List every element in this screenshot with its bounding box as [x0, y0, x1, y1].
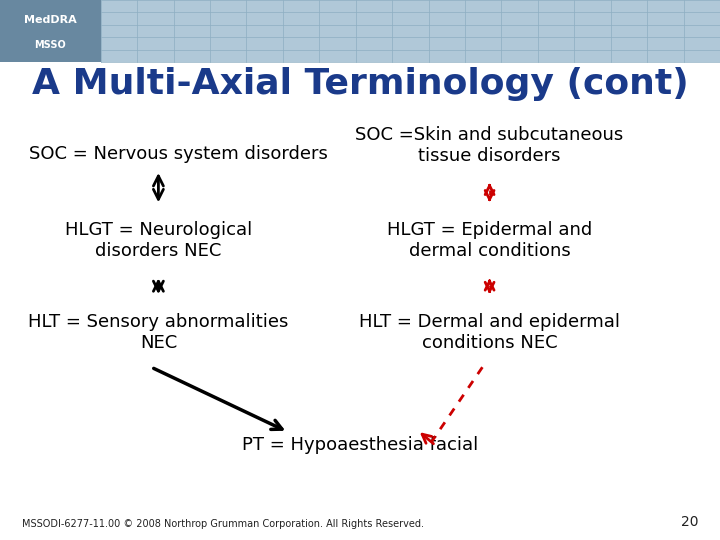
- Text: MedDRA: MedDRA: [24, 15, 77, 25]
- Text: HLGT = Epidermal and
dermal conditions: HLGT = Epidermal and dermal conditions: [387, 221, 593, 260]
- Text: SOC = Nervous system disorders: SOC = Nervous system disorders: [29, 145, 328, 163]
- Text: HLT = Dermal and epidermal
conditions NEC: HLT = Dermal and epidermal conditions NE…: [359, 313, 620, 352]
- Text: HLT = Sensory abnormalities
NEC: HLT = Sensory abnormalities NEC: [28, 313, 289, 352]
- Text: 20: 20: [681, 515, 698, 529]
- Text: HLGT = Neurological
disorders NEC: HLGT = Neurological disorders NEC: [65, 221, 252, 260]
- Text: SOC =Skin and subcutaneous
tissue disorders: SOC =Skin and subcutaneous tissue disord…: [356, 126, 624, 165]
- Text: MSSO: MSSO: [35, 40, 66, 50]
- Bar: [0, 0, 101, 62]
- Bar: [0, 0, 720, 62]
- Text: MSSODI-6277-11.00 © 2008 Northrop Grumman Corporation. All Rights Reserved.: MSSODI-6277-11.00 © 2008 Northrop Grumma…: [22, 519, 423, 529]
- Text: A Multi-Axial Terminology (cont): A Multi-Axial Terminology (cont): [32, 67, 688, 100]
- Text: PT = Hypoaesthesia facial: PT = Hypoaesthesia facial: [242, 436, 478, 455]
